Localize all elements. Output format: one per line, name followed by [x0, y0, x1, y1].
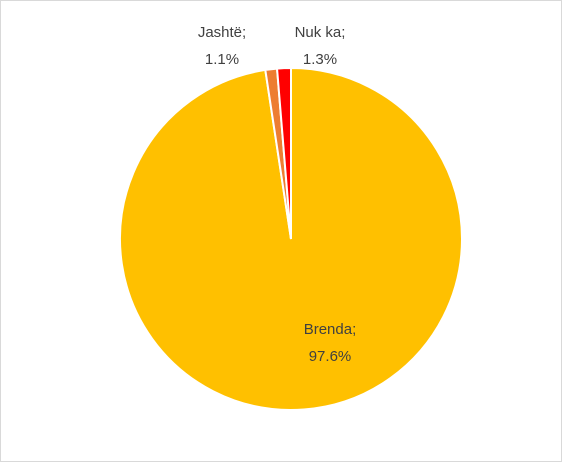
slice-label-name: Jashtë;: [198, 24, 246, 41]
slice-label-name: Nuk ka;: [295, 24, 346, 41]
slice-label-value: 1.3%: [303, 51, 337, 68]
slice-label-value: 97.6%: [309, 348, 352, 365]
pie-slice: [275, 66, 292, 240]
slice-label-value: 1.1%: [205, 51, 239, 68]
slice-label-name: Brenda;: [304, 321, 357, 338]
